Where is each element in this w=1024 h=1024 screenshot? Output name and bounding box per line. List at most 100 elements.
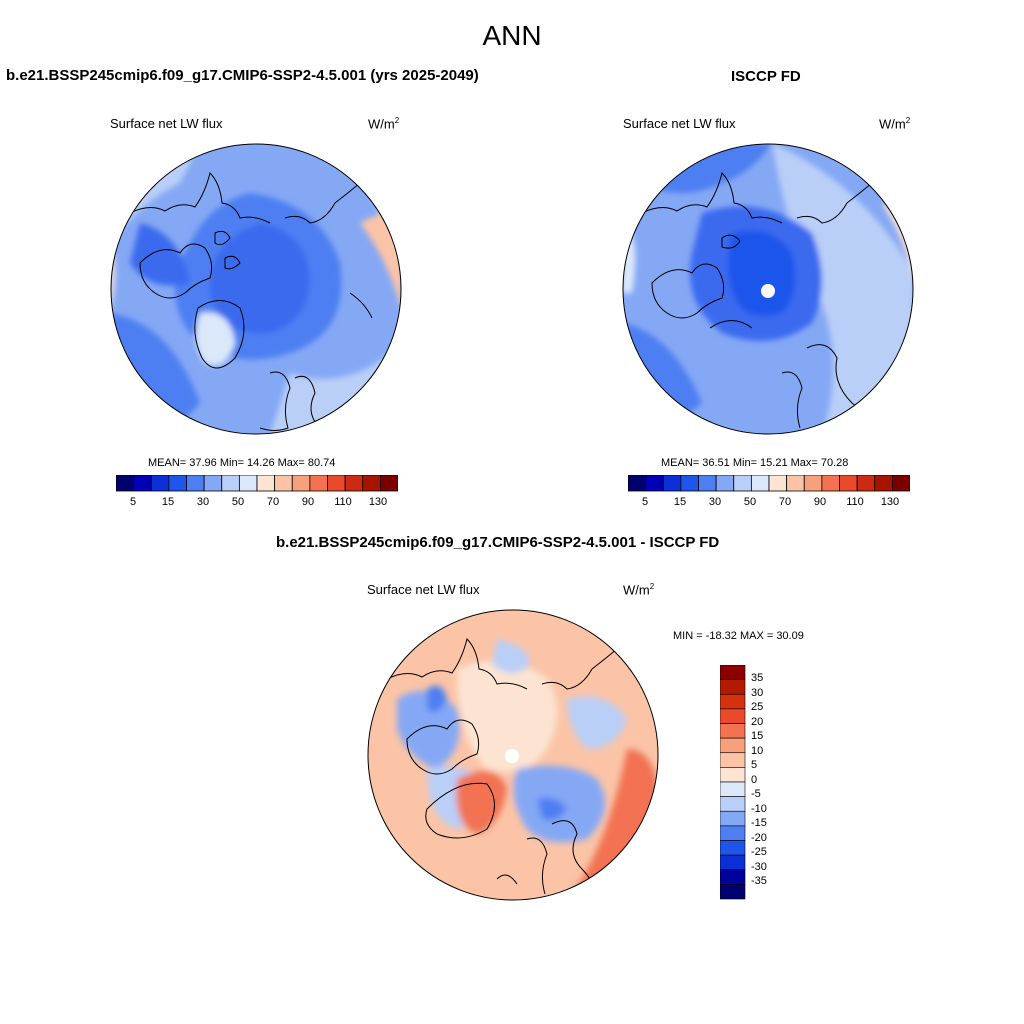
obs-polar-map [622, 143, 914, 435]
colorbar-swatch [720, 796, 746, 812]
colorbar-swatch [720, 752, 746, 768]
colorbar-tick: 130 [368, 496, 388, 508]
colorbar-tick: 35 [751, 672, 764, 684]
obs-stats: MEAN= 36.51 Min= 15.21 Max= 70.28 [661, 457, 849, 469]
colorbar-swatch [821, 474, 840, 492]
colorbar-swatch [186, 474, 205, 492]
model-field-region [130, 223, 190, 286]
model-stats: MEAN= 37.96 Min= 14.26 Max= 80.74 [148, 457, 336, 469]
obs-coastline [651, 263, 725, 319]
colorbar-swatch [362, 474, 381, 492]
model-panel-title: b.e21.BSSP245cmip6.f09_g17.CMIP6-SSP2-4.… [6, 67, 479, 84]
colorbar-tick: 10 [751, 744, 764, 757]
diff-coastline [496, 874, 518, 885]
colorbar-swatch [203, 474, 223, 492]
colorbar-tick: 0 [751, 773, 758, 786]
obs-coastline [641, 172, 783, 224]
colorbar-tick: 5 [641, 496, 649, 508]
colorbar-tick: 15 [161, 496, 175, 508]
model-coastline [294, 375, 321, 429]
colorbar-swatch [733, 474, 752, 492]
model-coastline [349, 292, 373, 319]
obs-coastline [721, 234, 741, 249]
obs-field-region [728, 230, 796, 317]
colorbar-swatch [720, 693, 746, 710]
model-colorbar [115, 474, 399, 497]
colorbar-swatch [627, 474, 647, 492]
diff-panel-title: b.e21.BSSP245cmip6.f09_g17.CMIP6-SSP2-4.… [276, 534, 720, 551]
page-title: ANN [482, 20, 542, 51]
colorbar-tick: 110 [846, 496, 864, 508]
diff-field-region [457, 661, 557, 772]
obs-colorbar-swatches [627, 474, 911, 492]
diff-field-region [492, 639, 529, 673]
model-field-region [209, 223, 310, 334]
colorbar-swatch [150, 474, 170, 492]
obs-field-region [623, 223, 636, 293]
model-units-label: W/m2 [368, 116, 400, 132]
colorbar-tick: -10 [751, 802, 767, 815]
colorbar-swatch [645, 474, 664, 492]
obs-colorbar [627, 474, 911, 497]
diff-stats: MIN = -18.32 MAX = 30.09 [673, 630, 804, 642]
colorbar-tick: -35 [751, 875, 767, 887]
colorbar-swatch [720, 840, 746, 856]
colorbar-tick: -5 [751, 788, 761, 800]
obs-coastline [781, 371, 803, 429]
colorbar-tick: 30 [751, 686, 764, 699]
colorbar-tick: 50 [231, 496, 245, 508]
model-field-region [196, 312, 235, 366]
colorbar-swatch [274, 474, 293, 492]
colorbar-tick: 30 [708, 496, 722, 508]
model-coastline [224, 255, 241, 270]
diff-field-region [397, 691, 460, 769]
colorbar-tick: -25 [751, 846, 767, 858]
diff-coastline [425, 782, 495, 839]
colorbar-swatch [720, 869, 746, 885]
obs-variable-label: Surface net LW flux [623, 116, 736, 131]
colorbar-swatch [309, 474, 328, 492]
colorbar-tick: -15 [751, 817, 767, 829]
colorbar-tick: 90 [301, 496, 315, 508]
colorbar-swatch [662, 474, 682, 492]
diff-field-region [537, 797, 567, 821]
obs-coastline [709, 320, 753, 329]
colorbar-swatch [238, 474, 258, 492]
colorbar-tick: 25 [751, 701, 764, 713]
diff-polar-map [367, 609, 659, 901]
colorbar-swatch [891, 474, 911, 492]
diff-variable-label: Surface net LW flux [367, 582, 480, 597]
colorbar-swatch [115, 474, 135, 492]
colorbar-tick: 20 [751, 715, 764, 728]
diff-field-region [456, 771, 507, 834]
colorbar-swatch [168, 474, 187, 492]
colorbar-swatch [344, 474, 364, 492]
colorbar-swatch [786, 474, 805, 492]
colorbar-tick: -30 [751, 860, 767, 873]
colorbar-swatch [680, 474, 699, 492]
colorbar-swatch [291, 474, 311, 492]
model-coastline [129, 172, 271, 224]
model-coastline [259, 371, 291, 431]
colorbar-tick: 90 [813, 496, 827, 508]
colorbar-swatch [768, 474, 788, 492]
colorbar-swatch [720, 723, 746, 739]
colorbar-swatch [839, 474, 858, 492]
colorbar-tick: 110 [334, 496, 352, 508]
colorbar-tick: 15 [673, 496, 687, 508]
model-coastline [139, 243, 213, 299]
model-coastline [194, 300, 245, 369]
colorbar-swatch [715, 474, 735, 492]
colorbar-swatch [856, 474, 876, 492]
colorbar-tick: 50 [743, 496, 757, 508]
colorbar-swatch [750, 474, 770, 492]
colorbar-tick: 5 [129, 496, 137, 508]
colorbar-swatch [256, 474, 276, 492]
colorbar-swatch [720, 665, 746, 680]
model-coastlines [129, 172, 381, 431]
diff-coastline [526, 837, 548, 895]
colorbar-swatch [874, 474, 893, 492]
colorbar-swatch [720, 810, 746, 827]
colorbar-swatch [720, 825, 746, 841]
diff-map-border [367, 609, 659, 901]
